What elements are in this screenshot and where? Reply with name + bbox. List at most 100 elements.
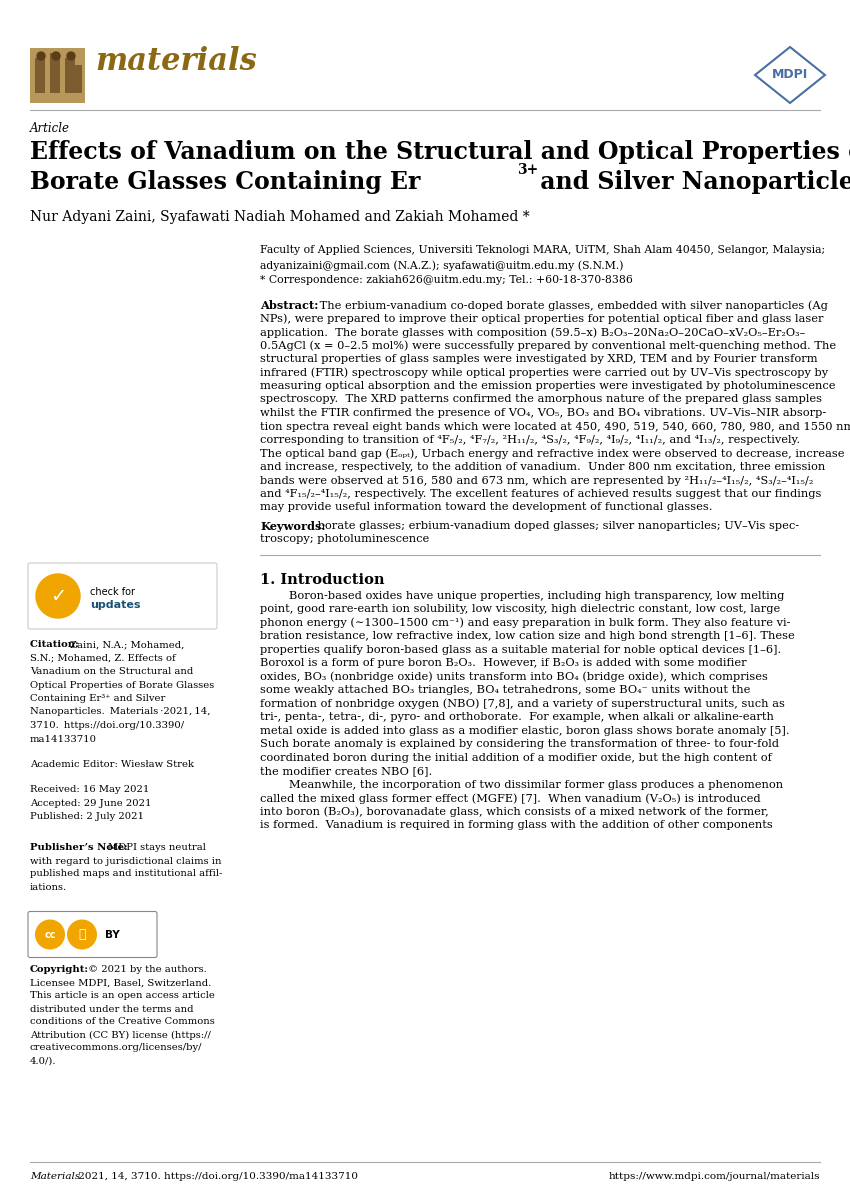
- Text: Accepted: 29 June 2021: Accepted: 29 June 2021: [30, 798, 151, 808]
- Text: Faculty of Applied Sciences, Universiti Teknologi MARA, UiTM, Shah Alam 40450, S: Faculty of Applied Sciences, Universiti …: [260, 245, 825, 255]
- Text: Keywords:: Keywords:: [260, 520, 326, 532]
- Text: 2021, 14, 3710. https://doi.org/10.3390/ma14133710: 2021, 14, 3710. https://doi.org/10.3390/…: [75, 1172, 358, 1182]
- Text: Citation:: Citation:: [30, 639, 82, 649]
- Text: The erbium-vanadium co-doped borate glasses, embedded with silver nanoparticles : The erbium-vanadium co-doped borate glas…: [316, 300, 828, 310]
- Text: Boroxol is a form of pure boron B₂O₃.  However, if B₂O₃ is added with some modif: Boroxol is a form of pure boron B₂O₃. Ho…: [260, 659, 746, 668]
- Text: materials: materials: [95, 47, 257, 77]
- Circle shape: [52, 52, 60, 60]
- Text: conditions of the Creative Commons: conditions of the Creative Commons: [30, 1018, 215, 1027]
- Text: Borate Glasses Containing Er: Borate Glasses Containing Er: [30, 169, 421, 194]
- Text: measuring optical absorption and the emission properties were investigated by ph: measuring optical absorption and the emi…: [260, 381, 836, 391]
- Text: updates: updates: [90, 600, 140, 609]
- Text: Optical Properties of Borate Glasses: Optical Properties of Borate Glasses: [30, 680, 214, 690]
- Text: called the mixed glass former effect (MGFE) [7].  When vanadium (V₂O₅) is introd: called the mixed glass former effect (MG…: [260, 793, 761, 804]
- Text: 3710.  https://doi.org/10.3390/: 3710. https://doi.org/10.3390/: [30, 721, 184, 730]
- Text: bration resistance, low refractive index, low cation size and high bond strength: bration resistance, low refractive index…: [260, 631, 795, 641]
- FancyBboxPatch shape: [50, 53, 60, 93]
- Circle shape: [35, 920, 65, 950]
- Text: ma14133710: ma14133710: [30, 734, 97, 744]
- Text: coordinated boron during the initial addition of a modifier oxide, but the high : coordinated boron during the initial add…: [260, 752, 772, 763]
- Text: distributed under the terms and: distributed under the terms and: [30, 1005, 194, 1013]
- Circle shape: [37, 52, 45, 60]
- Text: Containing Er³⁺ and Silver: Containing Er³⁺ and Silver: [30, 694, 166, 703]
- Text: © 2021 by the authors.: © 2021 by the authors.: [85, 965, 207, 975]
- Text: MDPI: MDPI: [772, 69, 808, 82]
- Text: cc: cc: [44, 929, 56, 940]
- Text: Attribution (CC BY) license (https://: Attribution (CC BY) license (https://: [30, 1030, 211, 1040]
- Text: point, good rare-earth ion solubility, low viscosity, high dielectric constant, : point, good rare-earth ion solubility, l…: [260, 605, 780, 614]
- Text: and increase, respectively, to the addition of vanadium.  Under 800 nm excitatio: and increase, respectively, to the addit…: [260, 462, 825, 472]
- Text: Zaini, N.A.; Mohamed,: Zaini, N.A.; Mohamed,: [70, 639, 184, 649]
- Text: 0.5AgCl (x = 0–2.5 mol%) were successfully prepared by conventional melt-quenchi: 0.5AgCl (x = 0–2.5 mol%) were successful…: [260, 340, 836, 351]
- Text: creativecommons.org/licenses/by/: creativecommons.org/licenses/by/: [30, 1043, 202, 1053]
- Text: application.  The borate glasses with composition (59.5–x) B₂O₃–20Na₂O–20CaO–xV₂: application. The borate glasses with com…: [260, 327, 805, 338]
- Text: some weakly attached BO₃ triangles, BO₄ tetrahedrons, some BO₄⁻ units without th: some weakly attached BO₃ triangles, BO₄ …: [260, 685, 751, 695]
- Text: troscopy; photoluminescence: troscopy; photoluminescence: [260, 535, 429, 545]
- Text: Nanoparticles.  Materials ·2021, 14,: Nanoparticles. Materials ·2021, 14,: [30, 708, 211, 716]
- Text: MDPI stays neutral: MDPI stays neutral: [108, 844, 206, 852]
- Text: Licensee MDPI, Basel, Switzerland.: Licensee MDPI, Basel, Switzerland.: [30, 978, 212, 988]
- Text: and Silver Nanoparticles: and Silver Nanoparticles: [532, 169, 850, 194]
- Text: 3+: 3+: [517, 163, 538, 177]
- FancyBboxPatch shape: [28, 911, 157, 958]
- Text: Effects of Vanadium on the Structural and Optical Properties of: Effects of Vanadium on the Structural an…: [30, 139, 850, 163]
- Circle shape: [36, 575, 80, 618]
- Polygon shape: [755, 47, 825, 103]
- FancyBboxPatch shape: [28, 563, 217, 629]
- Text: published maps and institutional affil-: published maps and institutional affil-: [30, 869, 223, 879]
- Text: spectroscopy.  The XRD patterns confirmed the amorphous nature of the prepared g: spectroscopy. The XRD patterns confirmed…: [260, 394, 822, 405]
- Text: with regard to jurisdictional claims in: with regard to jurisdictional claims in: [30, 857, 222, 865]
- Text: tion spectra reveal eight bands which were located at 450, 490, 519, 540, 660, 7: tion spectra reveal eight bands which we…: [260, 422, 850, 432]
- Text: Meanwhile, the incorporation of two dissimilar former glass produces a phenomeno: Meanwhile, the incorporation of two diss…: [260, 780, 783, 790]
- Text: check for: check for: [90, 587, 135, 597]
- Text: BY: BY: [105, 929, 120, 940]
- Text: Abstract:: Abstract:: [260, 300, 319, 311]
- Text: structural properties of glass samples were investigated by XRD, TEM and by Four: structural properties of glass samples w…: [260, 355, 818, 364]
- Text: ⓑ: ⓑ: [78, 928, 86, 941]
- Circle shape: [67, 52, 75, 60]
- FancyBboxPatch shape: [30, 48, 85, 103]
- Text: Materials: Materials: [30, 1172, 80, 1182]
- Text: iations.: iations.: [30, 882, 67, 892]
- Text: S.N.; Mohamed, Z. Effects of: S.N.; Mohamed, Z. Effects of: [30, 654, 176, 662]
- Text: adyanizaini@gmail.com (N.A.Z.); syafawati@uitm.edu.my (S.N.M.): adyanizaini@gmail.com (N.A.Z.); syafawat…: [260, 260, 624, 270]
- Text: tri-, penta-, tetra-, di-, pyro- and orthoborate.  For example, when alkali or a: tri-, penta-, tetra-, di-, pyro- and ort…: [260, 713, 774, 722]
- Text: 4.0/).: 4.0/).: [30, 1057, 56, 1065]
- Text: properties qualify boron-based glass as a suitable material for noble optical de: properties qualify boron-based glass as …: [260, 644, 781, 655]
- Text: Such borate anomaly is explained by considering the transformation of three- to : Such borate anomaly is explained by cons…: [260, 739, 779, 749]
- Text: Vanadium on the Structural and: Vanadium on the Structural and: [30, 667, 193, 676]
- Text: and ⁴F₁₅/₂–⁴I₁₅/₂, respectively. The excellent features of achieved results sugg: and ⁴F₁₅/₂–⁴I₁₅/₂, respectively. The exc…: [260, 489, 821, 499]
- Text: bands were observed at 516, 580 and 673 nm, which are represented by ²H₁₁/₂–⁴I₁₅: bands were observed at 516, 580 and 673 …: [260, 476, 813, 486]
- Text: Published: 2 July 2021: Published: 2 July 2021: [30, 813, 144, 821]
- Text: whilst the FTIR confirmed the presence of VO₄, VO₅, BO₃ and BO₄ vibrations. UV–V: whilst the FTIR confirmed the presence o…: [260, 407, 826, 418]
- Text: corresponding to transition of ⁴F₅/₂, ⁴F₇/₂, ²H₁₁/₂, ⁴S₃/₂, ⁴F₉/₂, ⁴I₉/₂, ⁴I₁₁/₂: corresponding to transition of ⁴F₅/₂, ⁴F…: [260, 435, 800, 445]
- Text: ✓: ✓: [50, 587, 66, 606]
- Text: phonon energy (∼1300–1500 cm⁻¹) and easy preparation in bulk form. They also fea: phonon energy (∼1300–1500 cm⁻¹) and easy…: [260, 618, 791, 629]
- Text: may provide useful information toward the development of functional glasses.: may provide useful information toward th…: [260, 502, 712, 512]
- Text: Received: 16 May 2021: Received: 16 May 2021: [30, 785, 150, 795]
- Text: The optical band gap (Eₒₚₜ), Urbach energy and refractive index were observed to: The optical band gap (Eₒₚₜ), Urbach ener…: [260, 448, 845, 459]
- Text: formation of nonbridge oxygen (NBO) [7,8], and a variety of superstructural unit: formation of nonbridge oxygen (NBO) [7,8…: [260, 698, 785, 709]
- Text: https://www.mdpi.com/journal/materials: https://www.mdpi.com/journal/materials: [609, 1172, 820, 1182]
- Text: Article: Article: [30, 121, 70, 135]
- Text: * Correspondence: zakiah626@uitm.edu.my; Tel.: +60-18-370-8386: * Correspondence: zakiah626@uitm.edu.my;…: [260, 275, 633, 285]
- Text: infrared (FTIR) spectroscopy while optical properties were carried out by UV–Vis: infrared (FTIR) spectroscopy while optic…: [260, 368, 828, 379]
- Text: borate glasses; erbium-vanadium doped glasses; silver nanoparticles; UV–Vis spec: borate glasses; erbium-vanadium doped gl…: [314, 520, 799, 531]
- FancyBboxPatch shape: [65, 58, 75, 93]
- Text: Academic Editor: Wiesław Strek: Academic Editor: Wiesław Strek: [30, 760, 194, 769]
- Text: Publisher’s Note:: Publisher’s Note:: [30, 844, 131, 852]
- Text: the modifier creates NBO [6].: the modifier creates NBO [6].: [260, 766, 433, 776]
- FancyBboxPatch shape: [74, 65, 82, 93]
- Circle shape: [67, 920, 97, 950]
- Text: Nur Adyani Zaini, Syafawati Nadiah Mohamed and Zakiah Mohamed *: Nur Adyani Zaini, Syafawati Nadiah Moham…: [30, 210, 530, 224]
- Text: into boron (B₂O₃), borovanadate glass, which consists of a mixed network of the : into boron (B₂O₃), borovanadate glass, w…: [260, 807, 768, 817]
- Text: NPs), were prepared to improve their optical properties for potential optical fi: NPs), were prepared to improve their opt…: [260, 314, 824, 325]
- FancyBboxPatch shape: [35, 58, 45, 93]
- Text: Boron-based oxides have unique properties, including high transparency, low melt: Boron-based oxides have unique propertie…: [260, 590, 785, 601]
- Text: Copyright:: Copyright:: [30, 965, 89, 975]
- Text: oxides, BO₃ (nonbridge oxide) units transform into BO₄ (bridge oxide), which com: oxides, BO₃ (nonbridge oxide) units tran…: [260, 672, 768, 683]
- Text: 1. Introduction: 1. Introduction: [260, 572, 384, 587]
- Text: metal oxide is added into glass as a modifier elastic, boron glass shows borate : metal oxide is added into glass as a mod…: [260, 726, 790, 736]
- Text: This article is an open access article: This article is an open access article: [30, 992, 215, 1000]
- Text: is formed.  Vanadium is required in forming glass with the addition of other com: is formed. Vanadium is required in formi…: [260, 820, 773, 831]
